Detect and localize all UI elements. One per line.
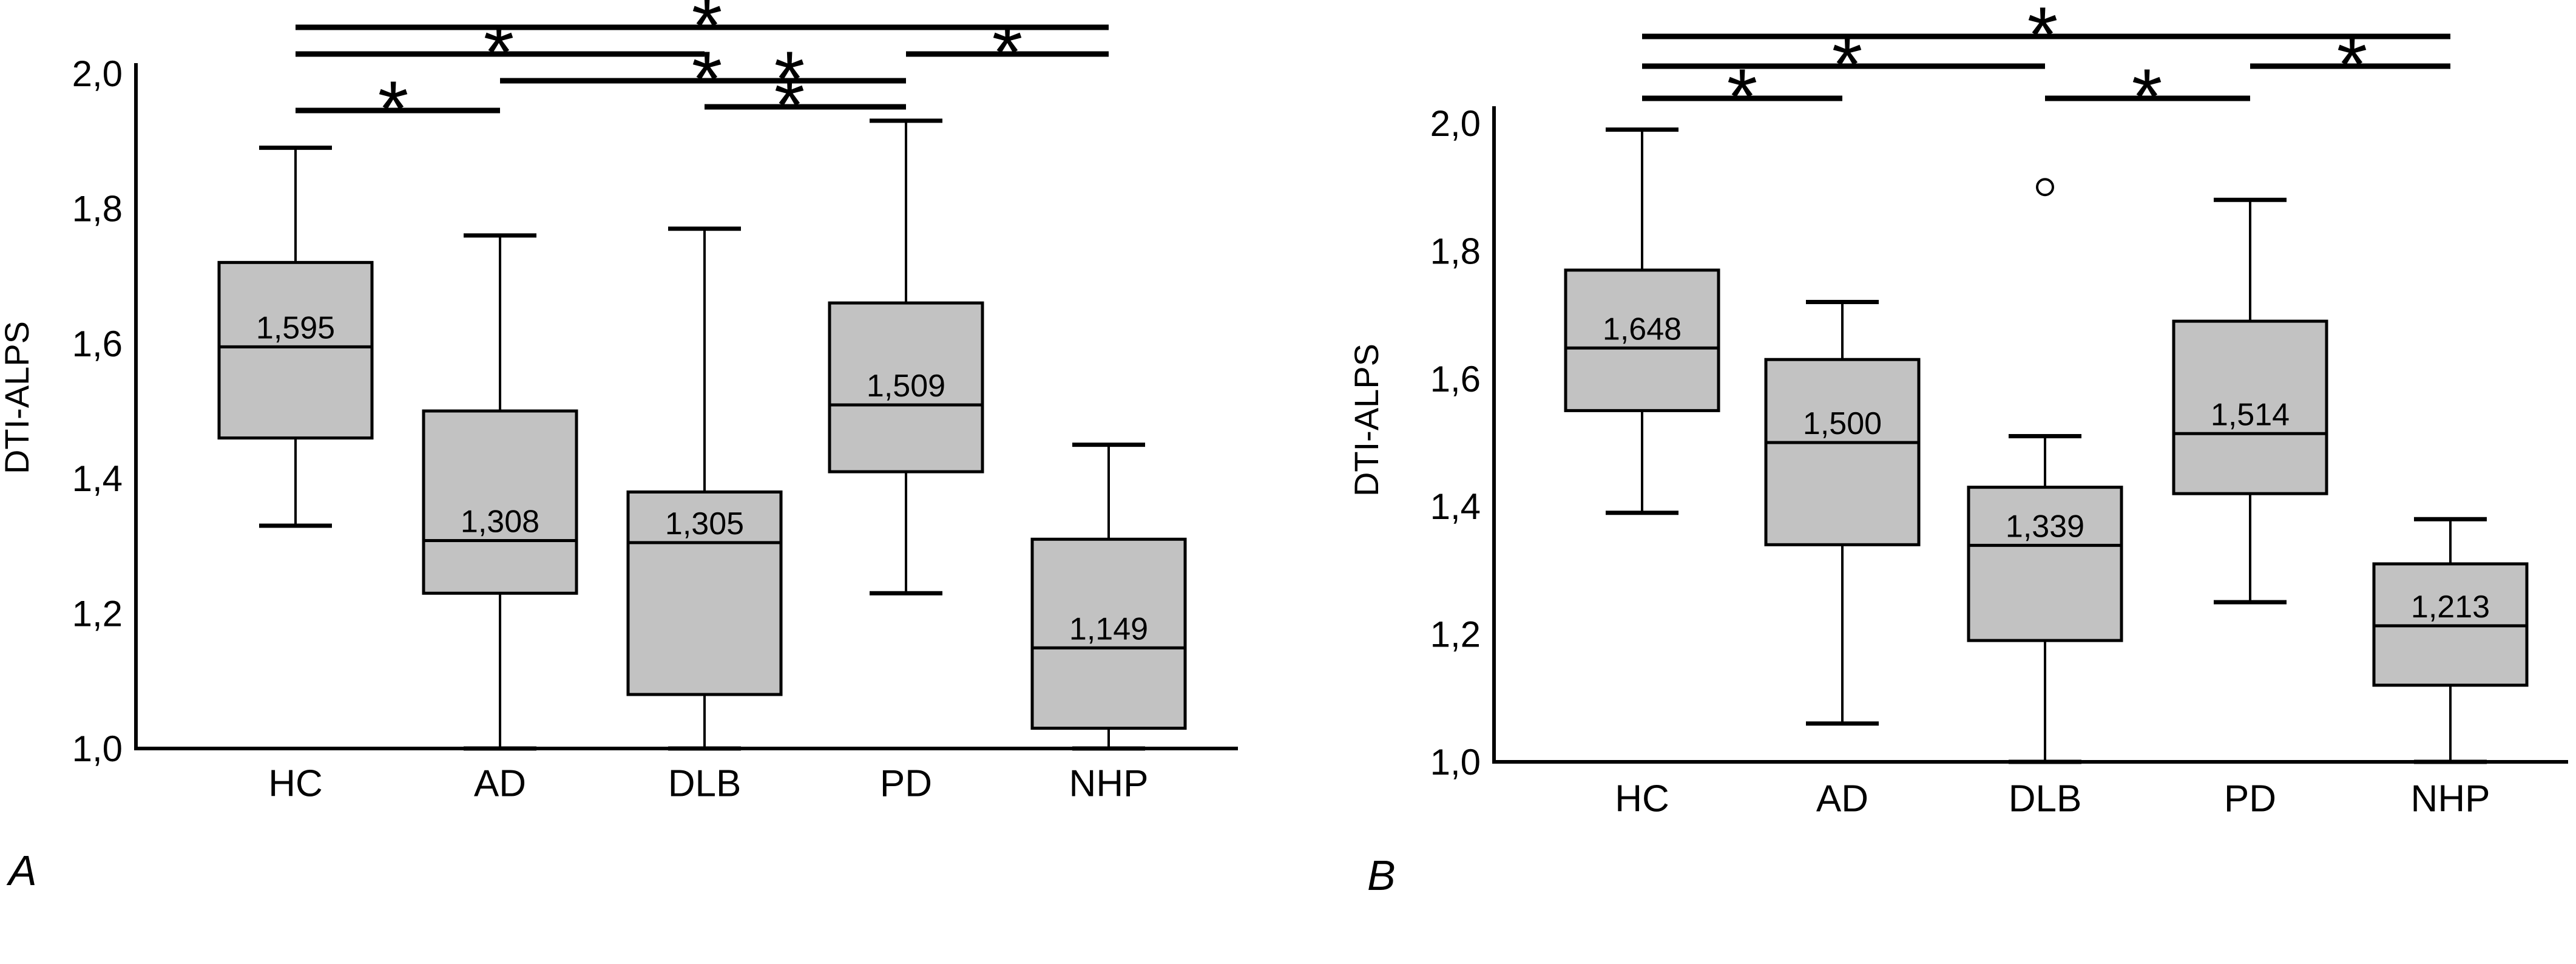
category-label: HC xyxy=(1615,778,1669,820)
significance-star: * xyxy=(774,61,805,149)
iqr-box xyxy=(1967,486,2123,642)
box-group-AD: 1,308 AD xyxy=(422,233,578,805)
iqr-box xyxy=(1564,268,1720,412)
box-group-AD: 1,500 AD xyxy=(1764,300,1921,820)
category-label: PD xyxy=(880,763,932,805)
significance-star: * xyxy=(692,0,723,70)
iqr-box xyxy=(422,409,578,595)
outlier-point xyxy=(2036,178,2054,197)
y-tick-label: 1,0 xyxy=(1430,742,1481,782)
sig-bracket-HC-NHP: * xyxy=(296,0,1109,70)
sig-bracket-HC-AD: * xyxy=(1642,52,1842,141)
significance-star: * xyxy=(1727,52,1758,141)
significance-star: * xyxy=(992,8,1023,97)
median-value-label: 1,648 xyxy=(1603,311,1682,347)
median-value-label: 1,149 xyxy=(1069,611,1148,647)
sig-bracket-HC-DLB: * xyxy=(1642,20,2045,109)
sig-bracket-PD-NHP: * xyxy=(906,8,1109,97)
iqr-box xyxy=(1030,537,1187,730)
box-group-DLB: 1,305 DLB xyxy=(626,226,783,805)
panel-letter: A xyxy=(6,847,37,894)
box-group-PD: 1,514 PD xyxy=(2172,197,2328,820)
y-tick-label: 2,0 xyxy=(72,53,123,94)
significance-star: * xyxy=(692,35,723,123)
y-tick-label: 1,8 xyxy=(1430,231,1481,271)
iqr-box xyxy=(828,301,984,474)
box-group-HC: 1,648 HC xyxy=(1564,127,1720,820)
box-group-PD: 1,509 PD xyxy=(828,118,984,805)
y-tick-label: 1,4 xyxy=(1430,486,1481,527)
panel-letter: B xyxy=(1367,852,1396,899)
category-label: AD xyxy=(474,763,526,805)
sig-bracket-AD-PD: * * xyxy=(500,35,906,123)
y-tick-label: 1,0 xyxy=(72,728,123,769)
y-tick-label: 1,2 xyxy=(1430,614,1481,655)
median-value-label: 1,500 xyxy=(1803,406,1882,441)
panel-B: ** ** *2,01,81,61,41,21,01,648HC1,500AD1,3… xyxy=(1347,0,2568,899)
iqr-box xyxy=(626,490,783,696)
y-tick-label: 1,6 xyxy=(1430,359,1481,399)
significance-star: * xyxy=(2337,20,2368,109)
box-group-NHP: 1,213 NHP xyxy=(2372,517,2529,820)
y-tick-label: 1,4 xyxy=(72,458,123,499)
box-group-DLB: 1,339 DLB xyxy=(1967,433,2123,820)
y-tick-label: 2,0 xyxy=(1430,103,1481,144)
category-label: DLB xyxy=(668,763,742,805)
significance-star: * xyxy=(1832,20,1863,109)
y-tick-label: 1,8 xyxy=(72,188,123,229)
category-label: HC xyxy=(268,763,323,805)
significance-star: * xyxy=(378,64,409,153)
median-value-label: 1,305 xyxy=(665,506,744,541)
y-axis-title: DTI-ALPS xyxy=(1347,344,1385,497)
box-group-NHP: 1,149 NHP xyxy=(1030,443,1187,805)
median-value-label: 1,595 xyxy=(256,310,335,345)
panel-A: ** ** ***2,01,81,61,41,21,01,595HC1,308AD1… xyxy=(0,0,1238,894)
category-label: DLB xyxy=(2009,778,2082,820)
sig-bracket-DLB-PD: * xyxy=(2045,52,2250,141)
category-label: PD xyxy=(2224,778,2276,820)
category-label: NHP xyxy=(1069,763,1149,805)
sig-bracket-DLB-PD: * xyxy=(705,61,906,149)
sig-bracket-PD-NHP: * xyxy=(2250,20,2450,109)
median-value-label: 1,339 xyxy=(2006,509,2084,544)
y-tick-label: 1,6 xyxy=(72,324,123,364)
iqr-box xyxy=(217,260,374,440)
box-group-HC: 1,595 HC xyxy=(217,145,374,805)
median-value-label: 1,308 xyxy=(461,504,539,540)
median-value-label: 1,213 xyxy=(2411,589,2490,625)
sig-bracket-HC-AD: * xyxy=(296,64,500,153)
significance-star: * xyxy=(2132,52,2163,141)
y-axis-title: DTI-ALPS xyxy=(0,321,36,474)
y-tick-label: 1,2 xyxy=(72,594,123,634)
median-value-label: 1,509 xyxy=(867,368,945,404)
category-label: AD xyxy=(1816,778,1868,820)
iqr-box xyxy=(1764,358,1921,546)
iqr-box xyxy=(2172,319,2328,495)
category-label: NHP xyxy=(2411,778,2490,820)
median-value-label: 1,514 xyxy=(2211,397,2290,432)
